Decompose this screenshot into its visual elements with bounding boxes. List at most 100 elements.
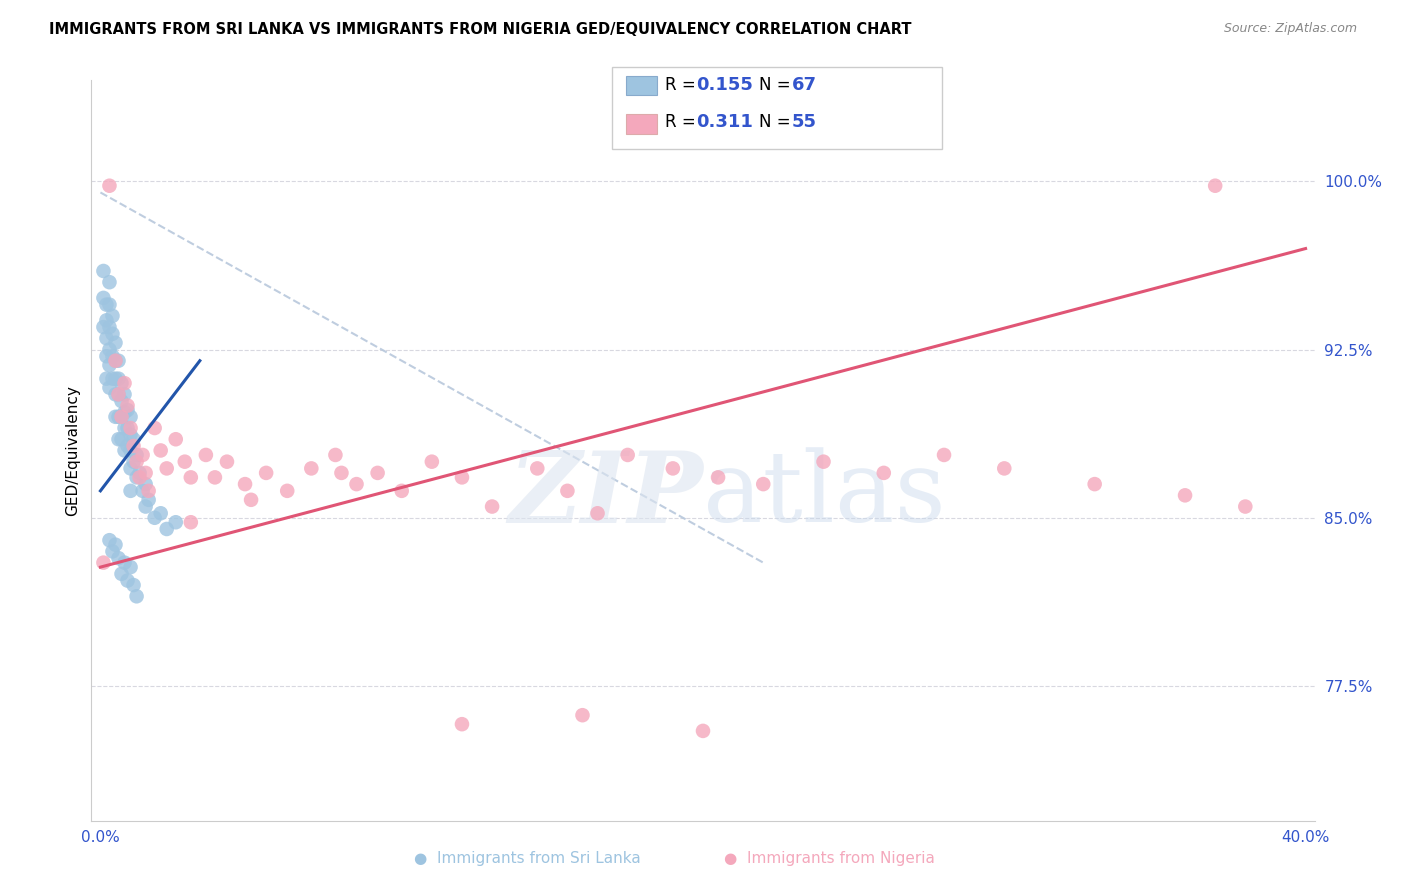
Point (107, 551, 129, 566)
Point (101, 372, 124, 386)
Point (93, 556, 115, 570)
Text: 0.155: 0.155 (696, 76, 752, 94)
Point (117, 421, 139, 435)
Point (451, 717, 474, 731)
Text: atlas: atlas (703, 447, 946, 542)
Point (367, 466, 389, 480)
Point (117, 403, 139, 417)
Point (104, 353, 127, 368)
Point (110, 394, 132, 409)
Point (96, 298, 118, 312)
Point (117, 574, 139, 588)
Point (120, 409, 142, 424)
Text: R =: R = (665, 76, 702, 94)
Point (104, 387, 127, 401)
Point (101, 544, 124, 558)
Point (104, 372, 127, 386)
Point (451, 470, 474, 484)
Point (104, 335, 127, 350)
Point (165, 515, 187, 529)
Text: N =: N = (759, 76, 796, 94)
Point (96, 331, 118, 345)
Point (114, 376, 136, 391)
Point (131, 448, 153, 462)
Point (114, 443, 136, 458)
Point (98, 533, 121, 548)
Point (122, 439, 145, 453)
Point (420, 455, 443, 469)
Point (98, 358, 121, 372)
Point (125, 470, 148, 484)
Point (96, 313, 118, 327)
Point (125, 448, 148, 462)
Point (128, 470, 150, 484)
Point (526, 461, 548, 475)
Point (96, 372, 118, 386)
Point (993, 461, 1015, 475)
Text: R =: R = (665, 113, 702, 131)
Point (240, 492, 263, 507)
Point (98, 343, 121, 357)
Point (117, 439, 139, 453)
Text: ZIP: ZIP (508, 447, 703, 543)
Point (325, 448, 347, 462)
Point (125, 455, 148, 469)
Point (110, 432, 132, 446)
Point (204, 470, 226, 484)
Point (138, 492, 160, 507)
Text: ●  Immigrants from Nigeria: ● Immigrants from Nigeria (724, 851, 935, 865)
Point (114, 405, 136, 419)
Point (110, 409, 132, 424)
Point (107, 387, 129, 401)
Point (156, 522, 179, 536)
Point (107, 387, 129, 401)
Point (149, 443, 172, 458)
Point (98, 275, 121, 289)
Point (135, 466, 157, 480)
Point (122, 455, 145, 469)
Point (346, 477, 368, 491)
Point (101, 349, 124, 363)
Text: IMMIGRANTS FROM SRI LANKA VS IMMIGRANTS FROM NIGERIA GED/EQUIVALENCY CORRELATION: IMMIGRANTS FROM SRI LANKA VS IMMIGRANTS … (49, 22, 911, 37)
Point (120, 560, 142, 574)
Point (104, 353, 127, 368)
Point (616, 448, 638, 462)
Point (707, 470, 730, 484)
Point (194, 448, 217, 462)
Point (233, 477, 256, 491)
Point (98, 320, 121, 334)
Point (299, 461, 322, 475)
Text: N =: N = (759, 113, 796, 131)
Point (101, 309, 124, 323)
Point (873, 466, 896, 480)
Point (107, 432, 129, 446)
Point (120, 461, 142, 475)
Point (138, 483, 160, 498)
Point (93, 320, 115, 334)
Point (120, 483, 142, 498)
Text: ●  Immigrants from Sri Lanka: ● Immigrants from Sri Lanka (413, 851, 641, 865)
Point (96, 349, 118, 363)
Text: 67: 67 (792, 76, 817, 94)
Point (114, 387, 136, 401)
Text: 55: 55 (792, 113, 817, 131)
Point (165, 432, 187, 446)
Point (391, 483, 413, 498)
Point (93, 291, 115, 305)
Point (173, 455, 195, 469)
Point (254, 466, 277, 480)
Point (110, 376, 132, 391)
Point (215, 455, 238, 469)
Point (662, 461, 685, 475)
Text: 0.311: 0.311 (696, 113, 752, 131)
Point (110, 566, 132, 581)
Point (122, 578, 145, 592)
Point (101, 326, 124, 341)
Point (120, 443, 142, 458)
Point (1204, 178, 1226, 193)
Point (107, 409, 129, 424)
Text: Source: ZipAtlas.com: Source: ZipAtlas.com (1223, 22, 1357, 36)
Point (114, 556, 136, 570)
Point (107, 353, 129, 368)
Point (752, 477, 775, 491)
